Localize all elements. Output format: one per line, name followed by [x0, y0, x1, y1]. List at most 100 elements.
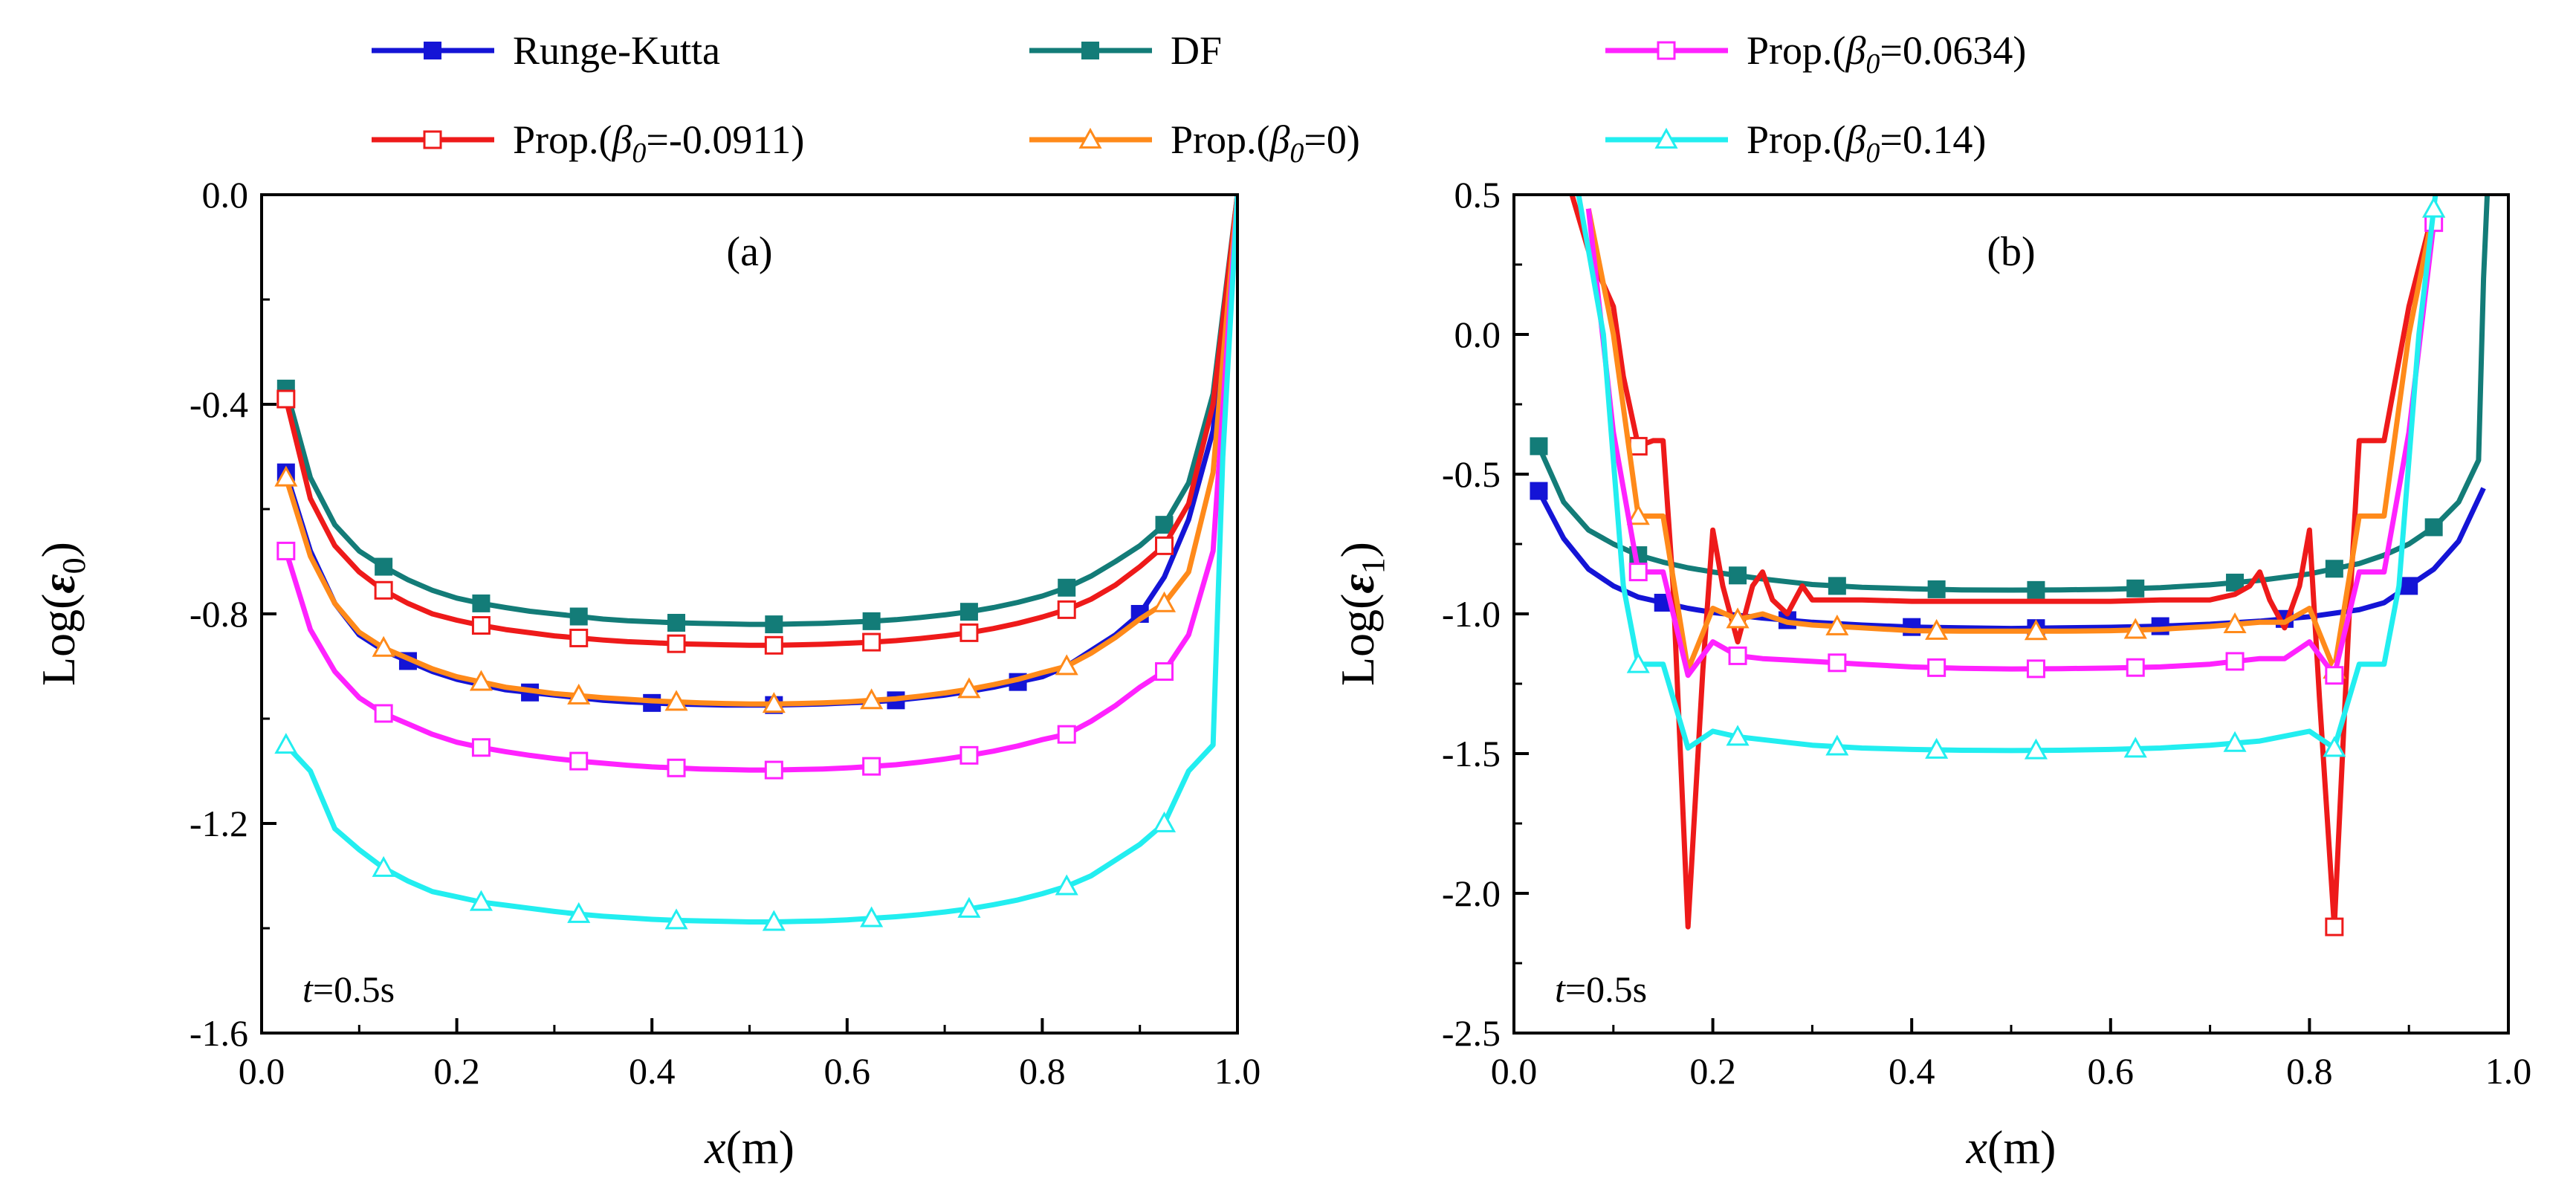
data-point-p0634: [2026, 659, 2045, 679]
legend-beta: β: [612, 117, 632, 162]
data-point-df: [1828, 577, 1846, 595]
data-point-rk: [2400, 577, 2418, 595]
series-p014: [274, 195, 1237, 931]
data-point-pm0911: [862, 632, 881, 652]
legend-marker: [1078, 127, 1102, 149]
panel-label: (b): [1987, 229, 2035, 275]
data-point-p0: [567, 683, 591, 705]
y-tick-label: -1.0: [1442, 593, 1501, 635]
data-point-p014: [469, 890, 493, 911]
data-point-df: [2027, 580, 2045, 599]
series-line-p0: [1585, 208, 2437, 673]
data-point-p0634: [959, 745, 979, 765]
data-point-pm0911: [1057, 600, 1076, 619]
data-point-p0634: [1628, 563, 1648, 582]
data-point-df: [1729, 566, 1747, 585]
x-tick-label: 1.0: [1214, 1050, 1261, 1092]
legend-entry-rk: Runge-Kutta: [372, 28, 720, 73]
xlabel-unit: (m): [1987, 1121, 2056, 1174]
data-point-df: [375, 557, 393, 576]
annotation-var: t: [302, 968, 314, 1010]
data-point-p014: [1152, 811, 1177, 832]
legend-marker: [1654, 127, 1678, 149]
legend-label: Prop.(: [1747, 117, 1846, 162]
series-pm0911: [1569, 195, 2437, 936]
legend-entry-p0634: Prop.(β0=0.0634): [1605, 28, 2026, 80]
series-pm0911: [276, 195, 1237, 655]
data-point-p0634: [1057, 725, 1076, 744]
legend-entry-p014: Prop.(β0=0.14): [1605, 117, 1986, 169]
data-point-pm0911: [764, 635, 783, 655]
legend-marker: [423, 130, 442, 149]
ylabel-symbol: ε: [1331, 574, 1384, 593]
series-line-pm0911: [1569, 195, 2437, 930]
xlabel-unit: (m): [726, 1121, 795, 1174]
legend-label: Prop.(: [1171, 117, 1270, 162]
data-point-p0634: [862, 757, 881, 776]
series-p014: [1576, 195, 2446, 760]
data-point-p014: [1055, 874, 1078, 896]
data-point-p0: [1152, 591, 1177, 612]
data-point-rk: [1530, 482, 1548, 500]
data-point-p0634: [2325, 666, 2344, 685]
plot-area: [1530, 195, 2491, 936]
ylabel-close: ): [32, 542, 85, 557]
data-point-df: [2226, 573, 2245, 592]
data-point-p0: [664, 690, 688, 711]
data-point-p0: [1055, 654, 1078, 676]
time-annotation: t=0.5s: [302, 968, 395, 1010]
data-point-p014: [664, 908, 688, 930]
y-tick-label: -0.5: [1442, 453, 1501, 495]
series-p0634: [276, 195, 1237, 780]
x-tick-label: 0.8: [1019, 1050, 1066, 1092]
data-point-p0: [1626, 504, 1650, 525]
legend-text: Runge-Kutta: [513, 28, 720, 73]
series-line-pm0911: [283, 195, 1237, 648]
y-axis-title: Log(ε0): [32, 542, 92, 686]
legend-text: DF: [1171, 28, 1222, 73]
data-point-p0634: [374, 704, 393, 723]
series-line-p0634: [283, 195, 1237, 773]
legend: Runge-Kutta DF Prop.(β0=0.0634)Prop.(β0=-0…: [372, 28, 2026, 169]
data-point-p014: [2123, 737, 2147, 758]
legend-label: Runge-Kutta: [513, 28, 720, 73]
data-point-p014: [1825, 734, 1849, 756]
data-point-df: [472, 594, 491, 612]
data-point-p0634: [1728, 646, 1747, 665]
x-tick-label: 0.4: [629, 1050, 676, 1092]
data-point-p0634: [667, 758, 686, 777]
legend-entry-p0: Prop.(β0=0): [1029, 117, 1360, 169]
legend-label-tail: =0.0634): [1880, 28, 2026, 73]
plot-frame: [260, 193, 1239, 1035]
series-line-p0: [283, 195, 1237, 707]
data-point-p0: [957, 677, 981, 699]
legend-text: Prop.(β0=0): [1171, 117, 1360, 169]
legend-beta: β: [1269, 117, 1290, 162]
data-point-p0634: [1155, 662, 1174, 682]
y-tick-label: -0.8: [190, 593, 248, 635]
data-point-p0: [372, 635, 395, 657]
legend-beta-sub: 0: [1865, 137, 1880, 169]
data-point-df: [569, 607, 588, 626]
plot-area: [274, 195, 1237, 931]
legend-text: Prop.(β0=0.0634): [1747, 28, 2026, 80]
panel-a: 0.0 0.2 0.4 0.6 0.8 1.0 -1.6 -1.2 -0.8 -0.4 0.0 (a)…: [32, 174, 1261, 1174]
legend-beta-sub: 0: [632, 137, 646, 169]
xlabel-var: x: [704, 1121, 725, 1174]
y-tick-label: -1.2: [190, 803, 248, 844]
series-p0: [274, 195, 1237, 713]
data-point-p0: [1925, 618, 1949, 640]
y-tick-label: -2.0: [1442, 873, 1501, 914]
data-point-df: [1927, 580, 1946, 598]
ylabel-symbol: ε: [32, 574, 85, 593]
x-tick-label: 0.0: [239, 1050, 285, 1092]
data-point-df: [667, 613, 686, 632]
data-point-p0: [274, 465, 298, 487]
data-point-p014: [860, 906, 884, 928]
data-point-df: [1155, 516, 1174, 534]
data-point-p014: [2024, 738, 2048, 760]
x-tick-label: 0.4: [1889, 1050, 1935, 1092]
data-point-df: [765, 615, 783, 634]
x-tick-label: 0.2: [433, 1050, 480, 1092]
